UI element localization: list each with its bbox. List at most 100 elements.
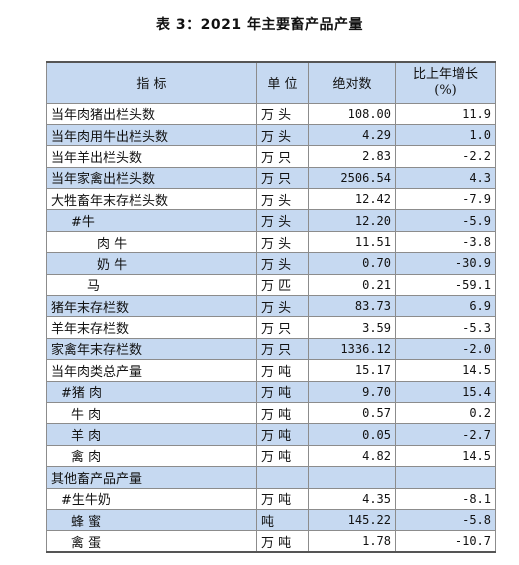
row-unit: 吨: [256, 508, 309, 532]
row-growth-rate: -2.2: [395, 145, 496, 168]
row-growth-rate: 4.3: [395, 166, 496, 190]
row-absolute-value: 0.05: [308, 423, 396, 446]
row-absolute-value: 9.70: [308, 380, 396, 403]
row-growth-rate: -10.7: [395, 530, 496, 554]
row-unit: 万 吨: [256, 401, 309, 425]
row-unit: 万 吨: [256, 423, 309, 446]
row-growth-rate: 14.5: [395, 444, 496, 468]
row-unit: 万 头: [256, 209, 309, 232]
row-growth-rate: -7.9: [395, 188, 496, 211]
row-growth-rate: 14.5: [395, 359, 496, 382]
table-row: 当年肉类总产量万 吨 15.17 14.5: [46, 359, 496, 382]
header-growth-label: 比上年增长: [412, 66, 478, 82]
row-indicator: 当年羊出栏头数: [46, 145, 257, 168]
table-row: 当年羊出栏头数万 只 2.83 -2.2: [46, 145, 496, 168]
table-row: 当年肉猪出栏头数万 头 108.00 11.9: [46, 102, 496, 125]
table-row: 肉 牛万 头 11.51 -3.8: [46, 230, 496, 254]
row-unit: [256, 466, 309, 489]
row-absolute-value: 0.57: [308, 401, 396, 425]
row-growth-rate: -2.7: [395, 423, 496, 446]
table-row: #牛万 头 12.20 -5.9: [46, 209, 496, 232]
row-indicator: 家禽年末存栏数: [46, 337, 257, 361]
table-row: 奶 牛万 头 0.70 -30.9: [46, 252, 496, 275]
row-absolute-value: 3.59: [308, 316, 396, 339]
row-unit: 万 头: [256, 295, 309, 318]
livestock-products-table: 指 标 单 位 绝对数 比上年增长 (%) 当年肉猪出栏头数万 头 108.00 1…: [46, 61, 496, 554]
row-absolute-value: 4.35: [308, 487, 396, 510]
row-absolute-value: 4.29: [308, 123, 396, 147]
row-unit: 万 吨: [256, 359, 309, 382]
row-indicator: 蜂 蜜: [46, 508, 257, 532]
row-absolute-value: 0.70: [308, 252, 396, 275]
row-indicator: 当年肉类总产量: [46, 359, 257, 382]
row-absolute-value: 15.17: [308, 359, 396, 382]
table-row: 当年肉用牛出栏头数万 头 4.29 1.0: [46, 123, 496, 147]
table-row: 羊 肉万 吨 0.05 -2.7: [46, 423, 496, 446]
row-growth-rate: [395, 466, 496, 489]
row-growth-rate: 1.0: [395, 123, 496, 147]
row-absolute-value: [308, 466, 396, 489]
row-growth-rate: 15.4: [395, 380, 496, 403]
row-indicator: 猪年末存栏数: [46, 295, 257, 318]
row-unit: 万 头: [256, 252, 309, 275]
header-indicator: 指 标: [46, 61, 257, 104]
row-absolute-value: 83.73: [308, 295, 396, 318]
row-indicator: 奶 牛: [46, 252, 257, 275]
row-indicator: 肉 牛: [46, 230, 257, 254]
row-growth-rate: -8.1: [395, 487, 496, 510]
row-indicator: #生牛奶: [46, 487, 257, 510]
row-absolute-value: 2.83: [308, 145, 396, 168]
row-unit: 万 头: [256, 230, 309, 254]
row-growth-rate: -2.0: [395, 337, 496, 361]
row-indicator: 其他畜产品产量: [46, 466, 257, 489]
row-absolute-value: 108.00: [308, 102, 396, 125]
table-row: #生牛奶万 吨 4.35 -8.1: [46, 487, 496, 510]
table-row: 羊年末存栏数万 只 3.59 -5.3: [46, 316, 496, 339]
row-unit: 万 吨: [256, 380, 309, 403]
row-indicator: 马: [46, 273, 257, 297]
table-body: 当年肉猪出栏头数万 头 108.00 11.9 当年肉用牛出栏头数万 头 4.29 1.0…: [46, 102, 496, 554]
row-growth-rate: -3.8: [395, 230, 496, 254]
row-indicator: 大牲畜年末存栏头数: [46, 188, 257, 211]
row-growth-rate: -5.3: [395, 316, 496, 339]
row-absolute-value: 0.21: [308, 273, 396, 297]
table-row: 大牲畜年末存栏头数万 头 12.42 -7.9: [46, 188, 496, 211]
header-absolute: 绝对数: [308, 61, 396, 104]
row-growth-rate: 11.9: [395, 102, 496, 125]
row-unit: 万 吨: [256, 487, 309, 510]
row-growth-rate: -5.8: [395, 508, 496, 532]
table-row: 禽 肉万 吨 4.82 14.5: [46, 444, 496, 468]
table-row: 其他畜产品产量: [46, 466, 496, 489]
row-indicator: 羊 肉: [46, 423, 257, 446]
header-unit: 单 位: [256, 61, 309, 104]
row-unit: 万 只: [256, 337, 309, 361]
row-absolute-value: 12.20: [308, 209, 396, 232]
row-indicator: 当年肉猪出栏头数: [46, 102, 257, 125]
row-indicator: 当年肉用牛出栏头数: [46, 123, 257, 147]
table-title: 表 3：2021 年主要畜产品产量: [156, 17, 363, 33]
row-unit: 万 吨: [256, 530, 309, 554]
row-indicator: 禽 肉: [46, 444, 257, 468]
table-row: 家禽年末存栏数万 只 1336.12 -2.0: [46, 337, 496, 361]
row-growth-rate: -30.9: [395, 252, 496, 275]
row-unit: 万 只: [256, 145, 309, 168]
row-indicator: 当年家禽出栏头数: [46, 166, 257, 190]
row-unit: 万 匹: [256, 273, 309, 297]
row-indicator: #牛: [46, 209, 257, 232]
row-growth-rate: 6.9: [395, 295, 496, 318]
table-row: 当年家禽出栏头数万 只 2506.54 4.3: [46, 166, 496, 190]
table-row: 马万 匹 0.21 -59.1: [46, 273, 496, 297]
header-growth: 比上年增长 (%): [395, 61, 496, 104]
row-absolute-value: 12.42: [308, 188, 396, 211]
row-absolute-value: 11.51: [308, 230, 396, 254]
row-absolute-value: 4.82: [308, 444, 396, 468]
row-absolute-value: 1.78: [308, 530, 396, 554]
row-growth-rate: 0.2: [395, 401, 496, 425]
row-indicator: 羊年末存栏数: [46, 316, 257, 339]
row-unit: 万 吨: [256, 444, 309, 468]
table-row: 禽 蛋万 吨 1.78 -10.7: [46, 530, 496, 554]
table-row: 牛 肉万 吨 0.57 0.2: [46, 401, 496, 425]
row-growth-rate: -59.1: [395, 273, 496, 297]
table-row: #猪 肉万 吨 9.70 15.4: [46, 380, 496, 403]
header-growth-unit: (%): [434, 82, 457, 98]
